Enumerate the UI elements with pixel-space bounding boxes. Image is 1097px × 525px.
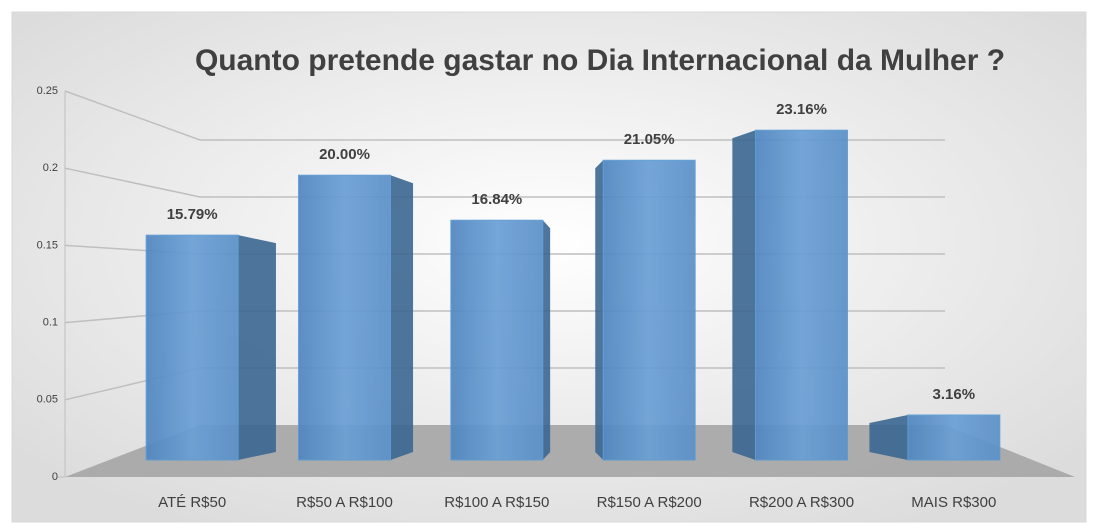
- data-label: 20.00%: [319, 146, 370, 163]
- grid-line: [64, 90, 945, 141]
- data-label: 23.16%: [776, 101, 827, 118]
- bar: [907, 414, 1001, 461]
- chart-title: Quanto pretende gastar no Dia Internacio…: [195, 44, 1005, 77]
- bar: [602, 159, 696, 461]
- x-tick-label: R$150 A R$200: [597, 494, 702, 511]
- data-label: 15.79%: [167, 206, 218, 223]
- data-label: 3.16%: [933, 386, 976, 403]
- y-tick-label: 0.15: [37, 239, 58, 251]
- grid-line: [64, 167, 945, 198]
- x-tick-label: MAIS R$300: [911, 494, 996, 511]
- y-tick-label: 0: [52, 471, 58, 483]
- y-tick-label: 0.05: [37, 394, 58, 406]
- y-tick-label: 0.2: [43, 162, 58, 174]
- y-tick-label: 0.25: [37, 85, 58, 97]
- bar-side: [732, 130, 756, 460]
- bar: [450, 219, 544, 461]
- bar-side: [542, 220, 551, 460]
- bar-side: [595, 160, 604, 461]
- x-tick-label: R$100 A R$150: [444, 494, 549, 511]
- bar-side: [869, 415, 908, 460]
- data-label: 21.05%: [624, 131, 675, 148]
- x-tick-label: ATÉ R$50: [158, 494, 226, 511]
- bar: [755, 129, 848, 461]
- data-label: 16.84%: [471, 191, 522, 208]
- x-tick-label: R$50 A R$100: [296, 494, 393, 511]
- bar-side: [238, 235, 276, 460]
- x-tick-label: R$200 A R$300: [749, 494, 854, 511]
- bar: [298, 174, 391, 461]
- bar: [145, 234, 239, 461]
- bar-side: [390, 175, 414, 460]
- y-tick-label: 0.1: [43, 317, 58, 329]
